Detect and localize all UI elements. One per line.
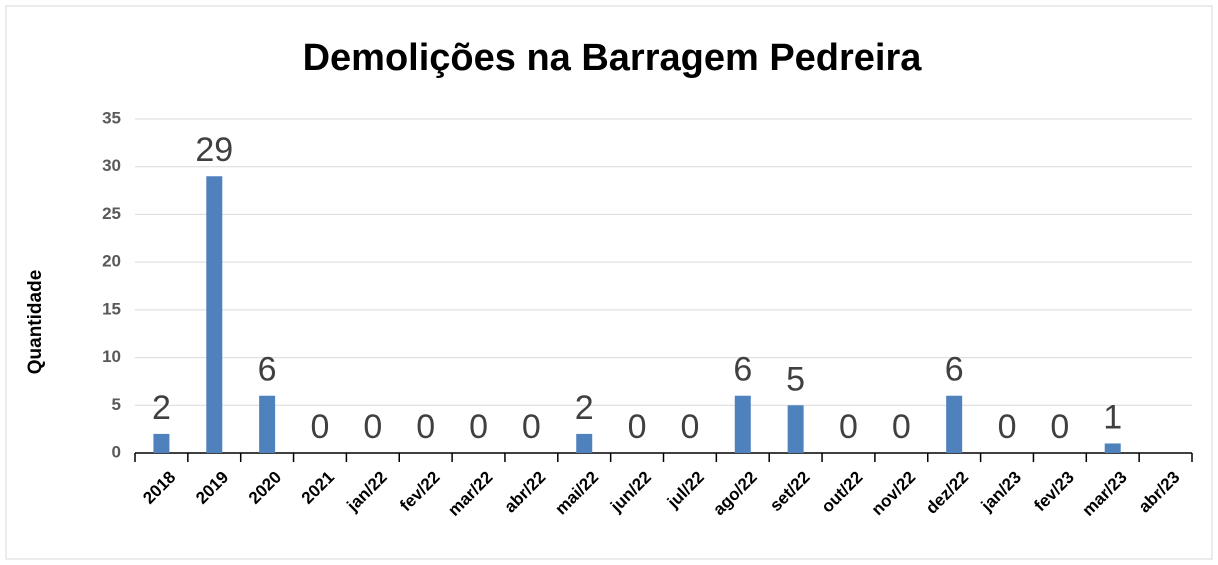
chart-border (5, 5, 1213, 560)
y-tick-label: 20 (102, 252, 121, 271)
value-label: 0 (892, 408, 911, 446)
y-tick-label: 5 (112, 395, 121, 414)
value-label: 2 (575, 389, 594, 427)
value-label: 0 (311, 408, 330, 446)
value-label: 0 (998, 408, 1017, 446)
bar (1104, 443, 1121, 453)
value-label: 2 (152, 389, 171, 427)
bar (787, 405, 804, 453)
y-tick-label: 15 (102, 299, 121, 318)
value-label: 0 (522, 408, 541, 446)
y-tick-label: 25 (102, 204, 121, 223)
bar (576, 433, 593, 453)
value-label: 0 (628, 408, 647, 446)
value-label: 6 (258, 351, 277, 389)
y-axis-title: Quantidade (25, 270, 46, 375)
value-label: 1 (1103, 398, 1122, 436)
chart-title: Demolições na Barragem Pedreira (303, 37, 923, 79)
bar (153, 433, 170, 453)
value-label: 6 (733, 351, 752, 389)
value-label: 0 (839, 408, 858, 446)
y-tick-label: 30 (102, 156, 121, 175)
y-tick-label: 35 (102, 108, 121, 127)
value-label: 0 (469, 408, 488, 446)
value-label: 29 (195, 131, 233, 169)
value-label: 6 (945, 351, 964, 389)
bar (206, 176, 223, 453)
value-label: 0 (680, 408, 699, 446)
bar (946, 395, 963, 453)
y-tick-label: 0 (112, 442, 121, 461)
bar (259, 395, 276, 453)
value-label: 0 (1050, 408, 1069, 446)
value-label: 5 (786, 360, 805, 398)
y-tick-label: 10 (102, 347, 121, 366)
bar (734, 395, 751, 453)
value-label: 0 (416, 408, 435, 446)
value-label: 0 (363, 408, 382, 446)
